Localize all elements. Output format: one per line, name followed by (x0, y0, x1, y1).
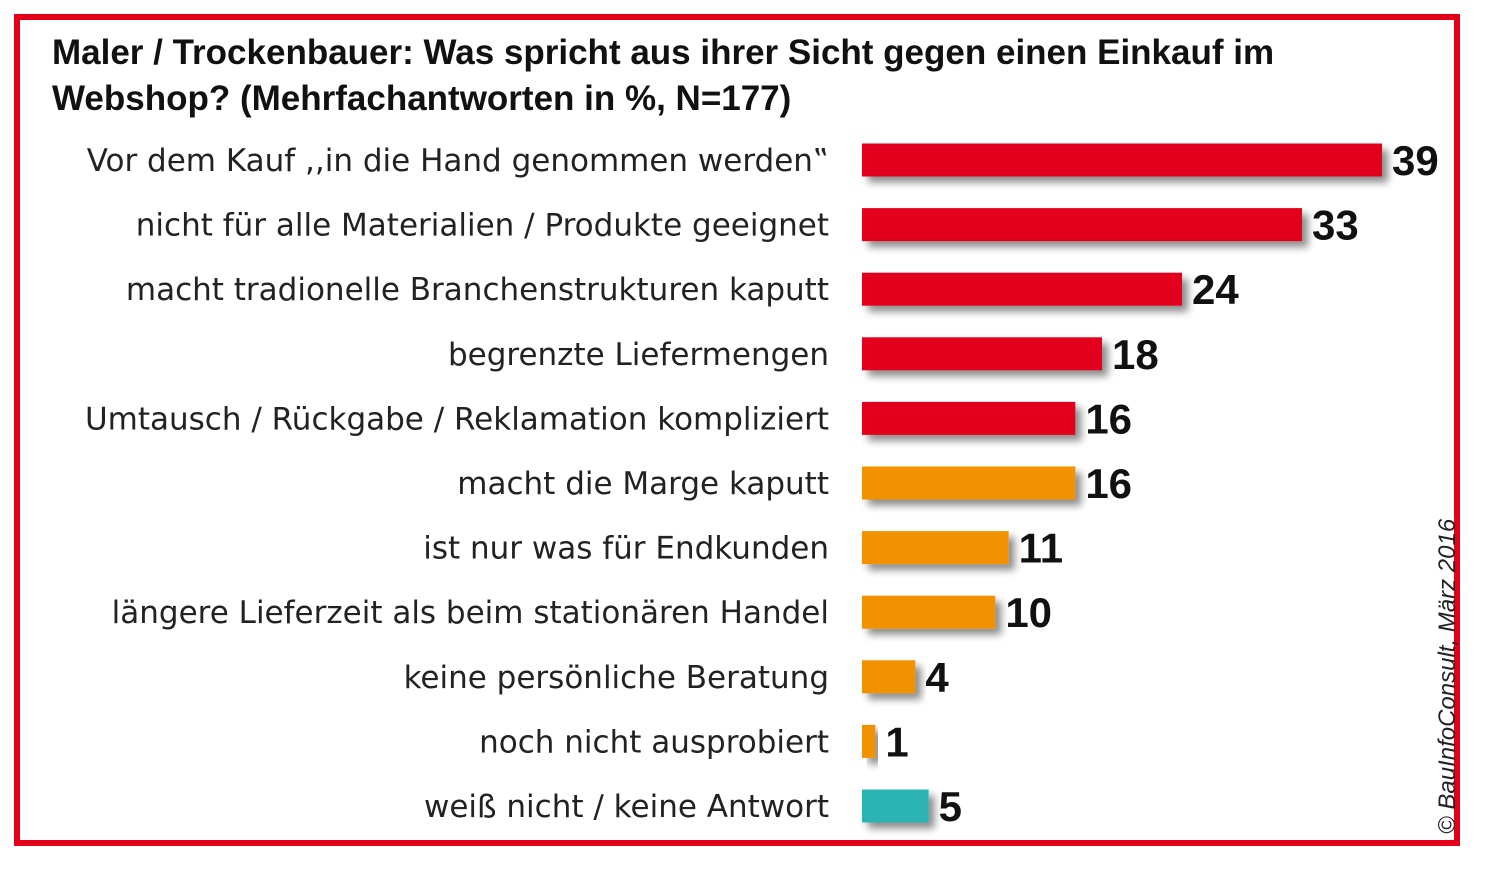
bar (862, 531, 1009, 565)
category-label: macht tradionelle Branchenstrukturen kap… (126, 272, 829, 308)
category-label: keine persönliche Beratung (404, 660, 829, 696)
data-label: 10 (1005, 589, 1052, 636)
category-label: weiß nicht / keine Antwort (424, 789, 829, 825)
bar (862, 724, 876, 758)
data-label: 1 (885, 718, 908, 765)
category-label: längere Lieferzeit als beim stationären … (112, 595, 829, 631)
copyright-credit: © BauInfoConsult, März 2016 (1434, 518, 1461, 834)
category-label: Vor dem Kauf ,,in die Hand genommen werd… (87, 143, 829, 179)
category-label: ist nur was für Endkunden (423, 531, 829, 567)
data-label: 5 (939, 783, 962, 830)
data-label: 11 (1019, 525, 1063, 572)
bar (862, 595, 996, 629)
bar (862, 660, 916, 694)
chart-title: Maler / Trockenbauer: Was spricht aus ih… (52, 33, 1275, 118)
bar (862, 272, 1182, 306)
bar (862, 401, 1076, 435)
bar (862, 337, 1102, 371)
category-label: macht die Marge kaputt (457, 466, 829, 502)
category-label: noch nicht ausprobiert (479, 724, 829, 760)
category-label: Umtausch / Rückgabe / Reklamation kompli… (85, 401, 829, 437)
data-label: 4 (925, 654, 949, 701)
category-label: begrenzte Liefermengen (448, 337, 829, 373)
bar (862, 789, 929, 823)
category-label: nicht für alle Materialien / Produkte ge… (136, 208, 829, 244)
bar (862, 143, 1382, 177)
data-label: 18 (1112, 331, 1159, 378)
bar (862, 466, 1076, 500)
data-label: 33 (1312, 202, 1359, 249)
data-label: 24 (1192, 266, 1239, 313)
bars-group: Vor dem Kauf ,,in die Hand genommen werd… (85, 137, 1439, 830)
data-label: 16 (1085, 460, 1132, 507)
data-label: 16 (1085, 395, 1132, 442)
data-label: 39 (1392, 137, 1439, 184)
bar (862, 208, 1302, 242)
